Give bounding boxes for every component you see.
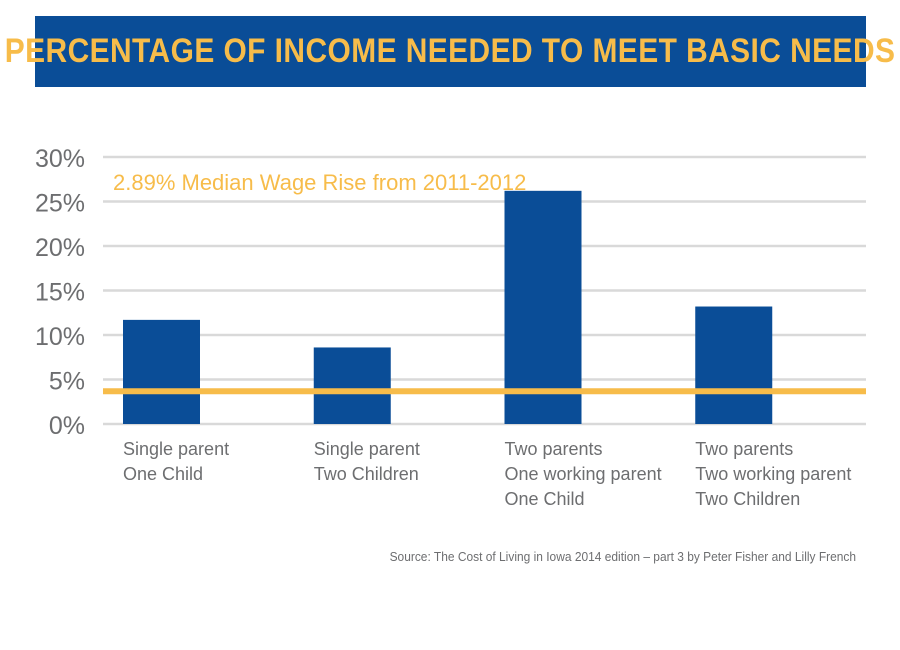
x-tick-label: Single parent bbox=[123, 439, 229, 459]
bar bbox=[695, 306, 773, 424]
x-tick-label: Two working parent bbox=[695, 464, 851, 484]
y-tick-label: 10% bbox=[35, 323, 85, 351]
title-banner: PERCENTAGE OF INCOME NEEDED TO MEET BASI… bbox=[5, 16, 895, 87]
y-tick-label: 20% bbox=[35, 234, 85, 262]
reference-line-label: 2.89% Median Wage Rise from 2011-2012 bbox=[113, 170, 526, 195]
bar bbox=[313, 347, 391, 424]
bar bbox=[123, 319, 200, 424]
x-tick-label: One Child bbox=[123, 464, 203, 484]
x-tick-label: Single parent bbox=[314, 439, 420, 459]
source-note: Source: The Cost of Living in Iowa 2014 … bbox=[389, 549, 856, 564]
x-tick-label: Two Children bbox=[695, 489, 800, 509]
chart-title: PERCENTAGE OF INCOME NEEDED TO MEET BASI… bbox=[5, 32, 896, 70]
y-tick-label: 25% bbox=[35, 190, 85, 218]
y-tick-label: 0% bbox=[49, 412, 85, 440]
x-tick-label: One Child bbox=[505, 489, 585, 509]
bar bbox=[504, 190, 582, 424]
x-tick-label: One working parent bbox=[505, 464, 662, 484]
x-tick-label: Two parents bbox=[505, 439, 603, 459]
y-tick-label: 15% bbox=[35, 279, 85, 307]
y-tick-label: 5% bbox=[49, 368, 85, 396]
x-tick-label: Two Children bbox=[314, 464, 419, 484]
x-tick-label: Two parents bbox=[695, 439, 793, 459]
y-tick-label: 30% bbox=[35, 145, 85, 173]
